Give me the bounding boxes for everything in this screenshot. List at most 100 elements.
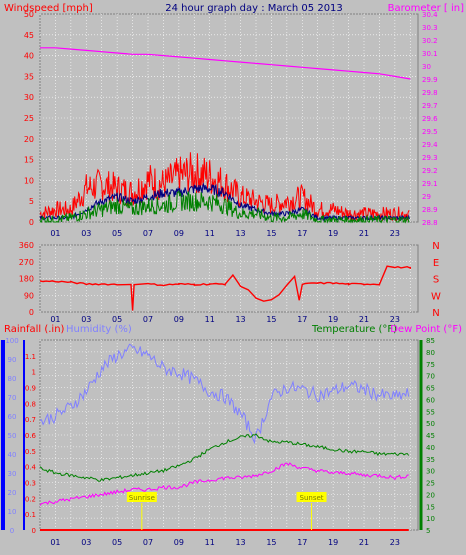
barometer-axis-tick: 29.2 [422, 167, 438, 175]
rain-axis-tick: 0.7 [25, 416, 36, 424]
temperature-axis-tick: 30 [426, 468, 435, 476]
rain-axis-tick: 0.2 [25, 495, 36, 503]
wind-axis-tick: 15 [24, 156, 34, 165]
direction-axis-tick: 0 [29, 308, 34, 317]
barometer-axis-title: Barometer [ in] [388, 3, 464, 14]
hour-tick-label: 01 [50, 538, 60, 547]
temperature-axis-title: Temperature (°F) [311, 324, 397, 335]
compass-label: N [432, 241, 439, 252]
sun-flag-box [296, 492, 327, 502]
temperature-axis-tick: 10 [426, 515, 435, 523]
rain-axis-tick: 0.5 [25, 448, 36, 456]
barometer-series-line [40, 47, 411, 80]
hour-tick-label: 21 [359, 538, 369, 547]
wind-axis-tick: 20 [24, 135, 34, 144]
humidity-axis-tick: 20 [8, 489, 17, 497]
dewpoint-axis-title: Dew Point (°F) [390, 324, 462, 335]
hour-tick-label: 17 [297, 315, 307, 324]
rain-axis-tick: 0.1 [25, 511, 36, 519]
hour-tick-label: 17 [297, 229, 307, 238]
rain-axis-tick: 1 [32, 369, 36, 377]
temperature-axis-tick: 75 [426, 361, 435, 369]
wind-axis-tick: 5 [29, 197, 34, 206]
humidity-axis-tick: 70 [8, 394, 17, 402]
wind-axis-tick: 30 [24, 93, 34, 102]
hour-tick-label: 05 [112, 229, 122, 238]
humidity-axis-tick: 30 [8, 470, 17, 478]
humidity-axis-tick: 90 [8, 356, 17, 364]
direction-axis-tick: 180 [19, 275, 34, 284]
temperature-axis-tick: 35 [426, 456, 435, 464]
temperature-axis-tick: 40 [426, 444, 435, 452]
compass-label: E [433, 258, 439, 269]
hour-tick-label: 03 [81, 538, 91, 547]
hour-tick-label: 05 [112, 315, 122, 324]
hour-tick-label: 07 [143, 315, 153, 324]
grid-layer [1, 13, 423, 531]
wind-direction-line [39, 265, 411, 311]
sun-flag-label: Sunset [300, 494, 324, 502]
barometer-axis-tick: 29 [422, 193, 431, 201]
temperature-axis-tick: 60 [426, 396, 435, 404]
barometer-axis-tick: 29.8 [422, 89, 438, 97]
barometer-axis-tick: 30.4 [422, 11, 438, 19]
humidity-axis-tick: 40 [8, 451, 17, 459]
barometer-axis-tick: 30.2 [422, 37, 438, 45]
hour-tick-label: 19 [328, 229, 338, 238]
compass-label: S [433, 275, 439, 286]
sun-flag-box [126, 492, 157, 502]
climate-series-line-3 [39, 462, 409, 506]
series-layer [39, 47, 411, 531]
barometer-axis-tick: 28.8 [422, 219, 438, 227]
wind-axis-tick: 0 [29, 218, 34, 227]
humidity-axis-title: Humidity (%) [66, 324, 132, 335]
hour-tick-label: 23 [390, 229, 400, 238]
climate-series-line-2 [39, 433, 410, 482]
barometer-axis-tick: 30 [422, 63, 431, 71]
direction-axis-tick: 360 [19, 241, 34, 250]
hour-tick-label: 15 [266, 229, 276, 238]
hour-tick-label: 09 [174, 538, 184, 547]
hour-tick-label: 07 [143, 538, 153, 547]
hour-tick-label: 11 [205, 538, 215, 547]
humidity-axis-tick: 100 [5, 337, 18, 345]
humidity-axis-tick: 50 [8, 432, 17, 440]
barometer-axis-tick: 29.7 [422, 102, 438, 110]
temperature-axis-tick: 85 [426, 337, 435, 345]
temperature-axis-tick: 55 [426, 408, 435, 416]
temperature-axis-tick: 20 [426, 491, 435, 499]
hour-tick-label: 23 [390, 538, 400, 547]
barometer-axis-tick: 30.3 [422, 24, 438, 32]
rainfall-axis-title: Rainfall (.in) [4, 324, 65, 335]
barometer-axis-tick: 30.1 [422, 50, 438, 58]
humidity-axis-tick: 0 [10, 527, 14, 535]
direction-axis-tick: 90 [24, 291, 34, 300]
hour-tick-label: 09 [174, 229, 184, 238]
barometer-axis-tick: 29.4 [422, 141, 438, 149]
hour-tick-label: 03 [81, 315, 91, 324]
rain-axis-tick: 0.3 [25, 480, 36, 488]
temperature-axis-tick: 50 [426, 420, 435, 428]
hour-tick-label: 19 [328, 538, 338, 547]
hour-tick-label: 11 [205, 229, 215, 238]
barometer-axis-tick: 29.3 [422, 154, 438, 162]
temperature-axis-tick: 5 [426, 527, 430, 535]
hour-tick-label: 13 [235, 315, 245, 324]
hour-tick-label: 19 [328, 315, 338, 324]
hour-tick-label: 03 [81, 229, 91, 238]
hour-tick-label: 07 [143, 229, 153, 238]
hour-tick-label: 05 [112, 538, 122, 547]
hour-tick-label: 13 [235, 229, 245, 238]
wind-axis-tick: 25 [24, 114, 34, 123]
hour-tick-label: 21 [359, 315, 369, 324]
wind-axis-tick: 50 [24, 10, 34, 19]
hour-tick-label: 01 [50, 315, 60, 324]
barometer-axis-tick: 29.5 [422, 128, 438, 136]
hour-tick-label: 23 [390, 315, 400, 324]
sun-flag-label: Sunrise [129, 494, 155, 502]
barometer-axis-tick: 29.9 [422, 76, 438, 84]
hour-tick-label: 13 [235, 538, 245, 547]
